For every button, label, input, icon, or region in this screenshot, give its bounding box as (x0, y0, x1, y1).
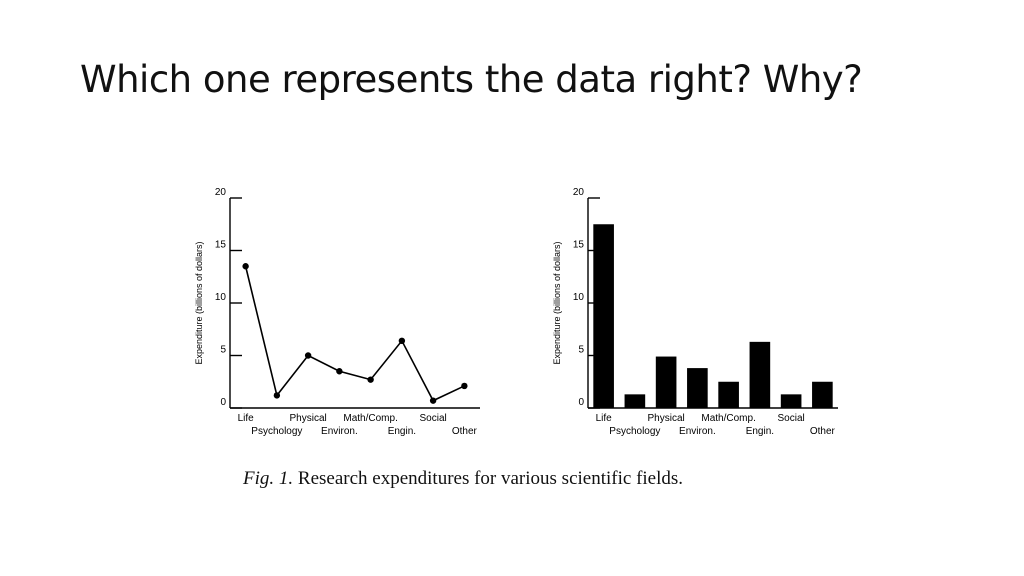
x-category-label: Life (238, 413, 255, 424)
y-tick-label: 15 (573, 240, 585, 251)
x-category-label: Social (420, 413, 447, 424)
figure-number: Fig. 1. (243, 468, 294, 489)
x-category-label: Environ. (321, 426, 358, 437)
x-category-label: Physical (290, 413, 327, 424)
y-axis-label: Expenditure (billions of dollars) (194, 241, 204, 364)
data-point (461, 382, 468, 390)
data-point (336, 368, 343, 375)
bar (624, 394, 646, 408)
bar (655, 356, 677, 408)
y-tick-label: 0 (578, 397, 584, 408)
caption-text: Research expenditures for various scient… (293, 468, 684, 489)
x-category-label: Math/Comp. (343, 413, 397, 424)
bar (749, 341, 771, 408)
y-tick-label: 10 (573, 292, 585, 303)
bar (687, 368, 708, 408)
y-tick-label: 15 (215, 240, 227, 251)
data-point (429, 397, 437, 404)
data-point (273, 392, 281, 399)
y-tick-label: 5 (578, 345, 584, 356)
x-category-label: Physical (648, 413, 685, 424)
slide-title: Which one represents the data right? Why… (80, 58, 863, 101)
bar (718, 381, 739, 408)
x-category-label: Math/Comp. (701, 413, 755, 424)
x-category-label: Other (810, 426, 836, 437)
line-chart: 0 5 10 15 20 Expenditure (billions of dollars… (194, 187, 480, 437)
bar-chart: 0 5 10 15 20 Expenditure (billions of dollars… (552, 187, 838, 437)
data-point (304, 352, 312, 359)
series-line (244, 266, 465, 402)
x-category-label: Social (778, 413, 805, 424)
x-category-label: Life (596, 413, 613, 424)
data-point (398, 337, 406, 344)
figure-caption: Fig. 1. Research expenditures for variou… (243, 468, 683, 490)
bar (593, 224, 614, 408)
data-point (367, 376, 374, 383)
bar (780, 394, 802, 408)
data-point (242, 263, 249, 270)
y-tick-label: 20 (215, 187, 227, 198)
y-tick-label: 20 (573, 187, 585, 198)
x-category-label: Other (452, 426, 478, 437)
bar (812, 381, 833, 408)
y-axis-label: Expenditure (billions of dollars) (552, 241, 562, 364)
x-category-label: Psychology (251, 426, 302, 437)
x-category-label: Environ. (679, 426, 716, 437)
y-tick-label: 0 (220, 397, 226, 408)
y-tick-label: 10 (215, 292, 227, 303)
x-category-label: Engin. (746, 426, 774, 437)
x-category-label: Engin. (388, 426, 416, 437)
y-tick-label: 5 (220, 345, 226, 356)
x-category-label: Psychology (609, 426, 660, 437)
